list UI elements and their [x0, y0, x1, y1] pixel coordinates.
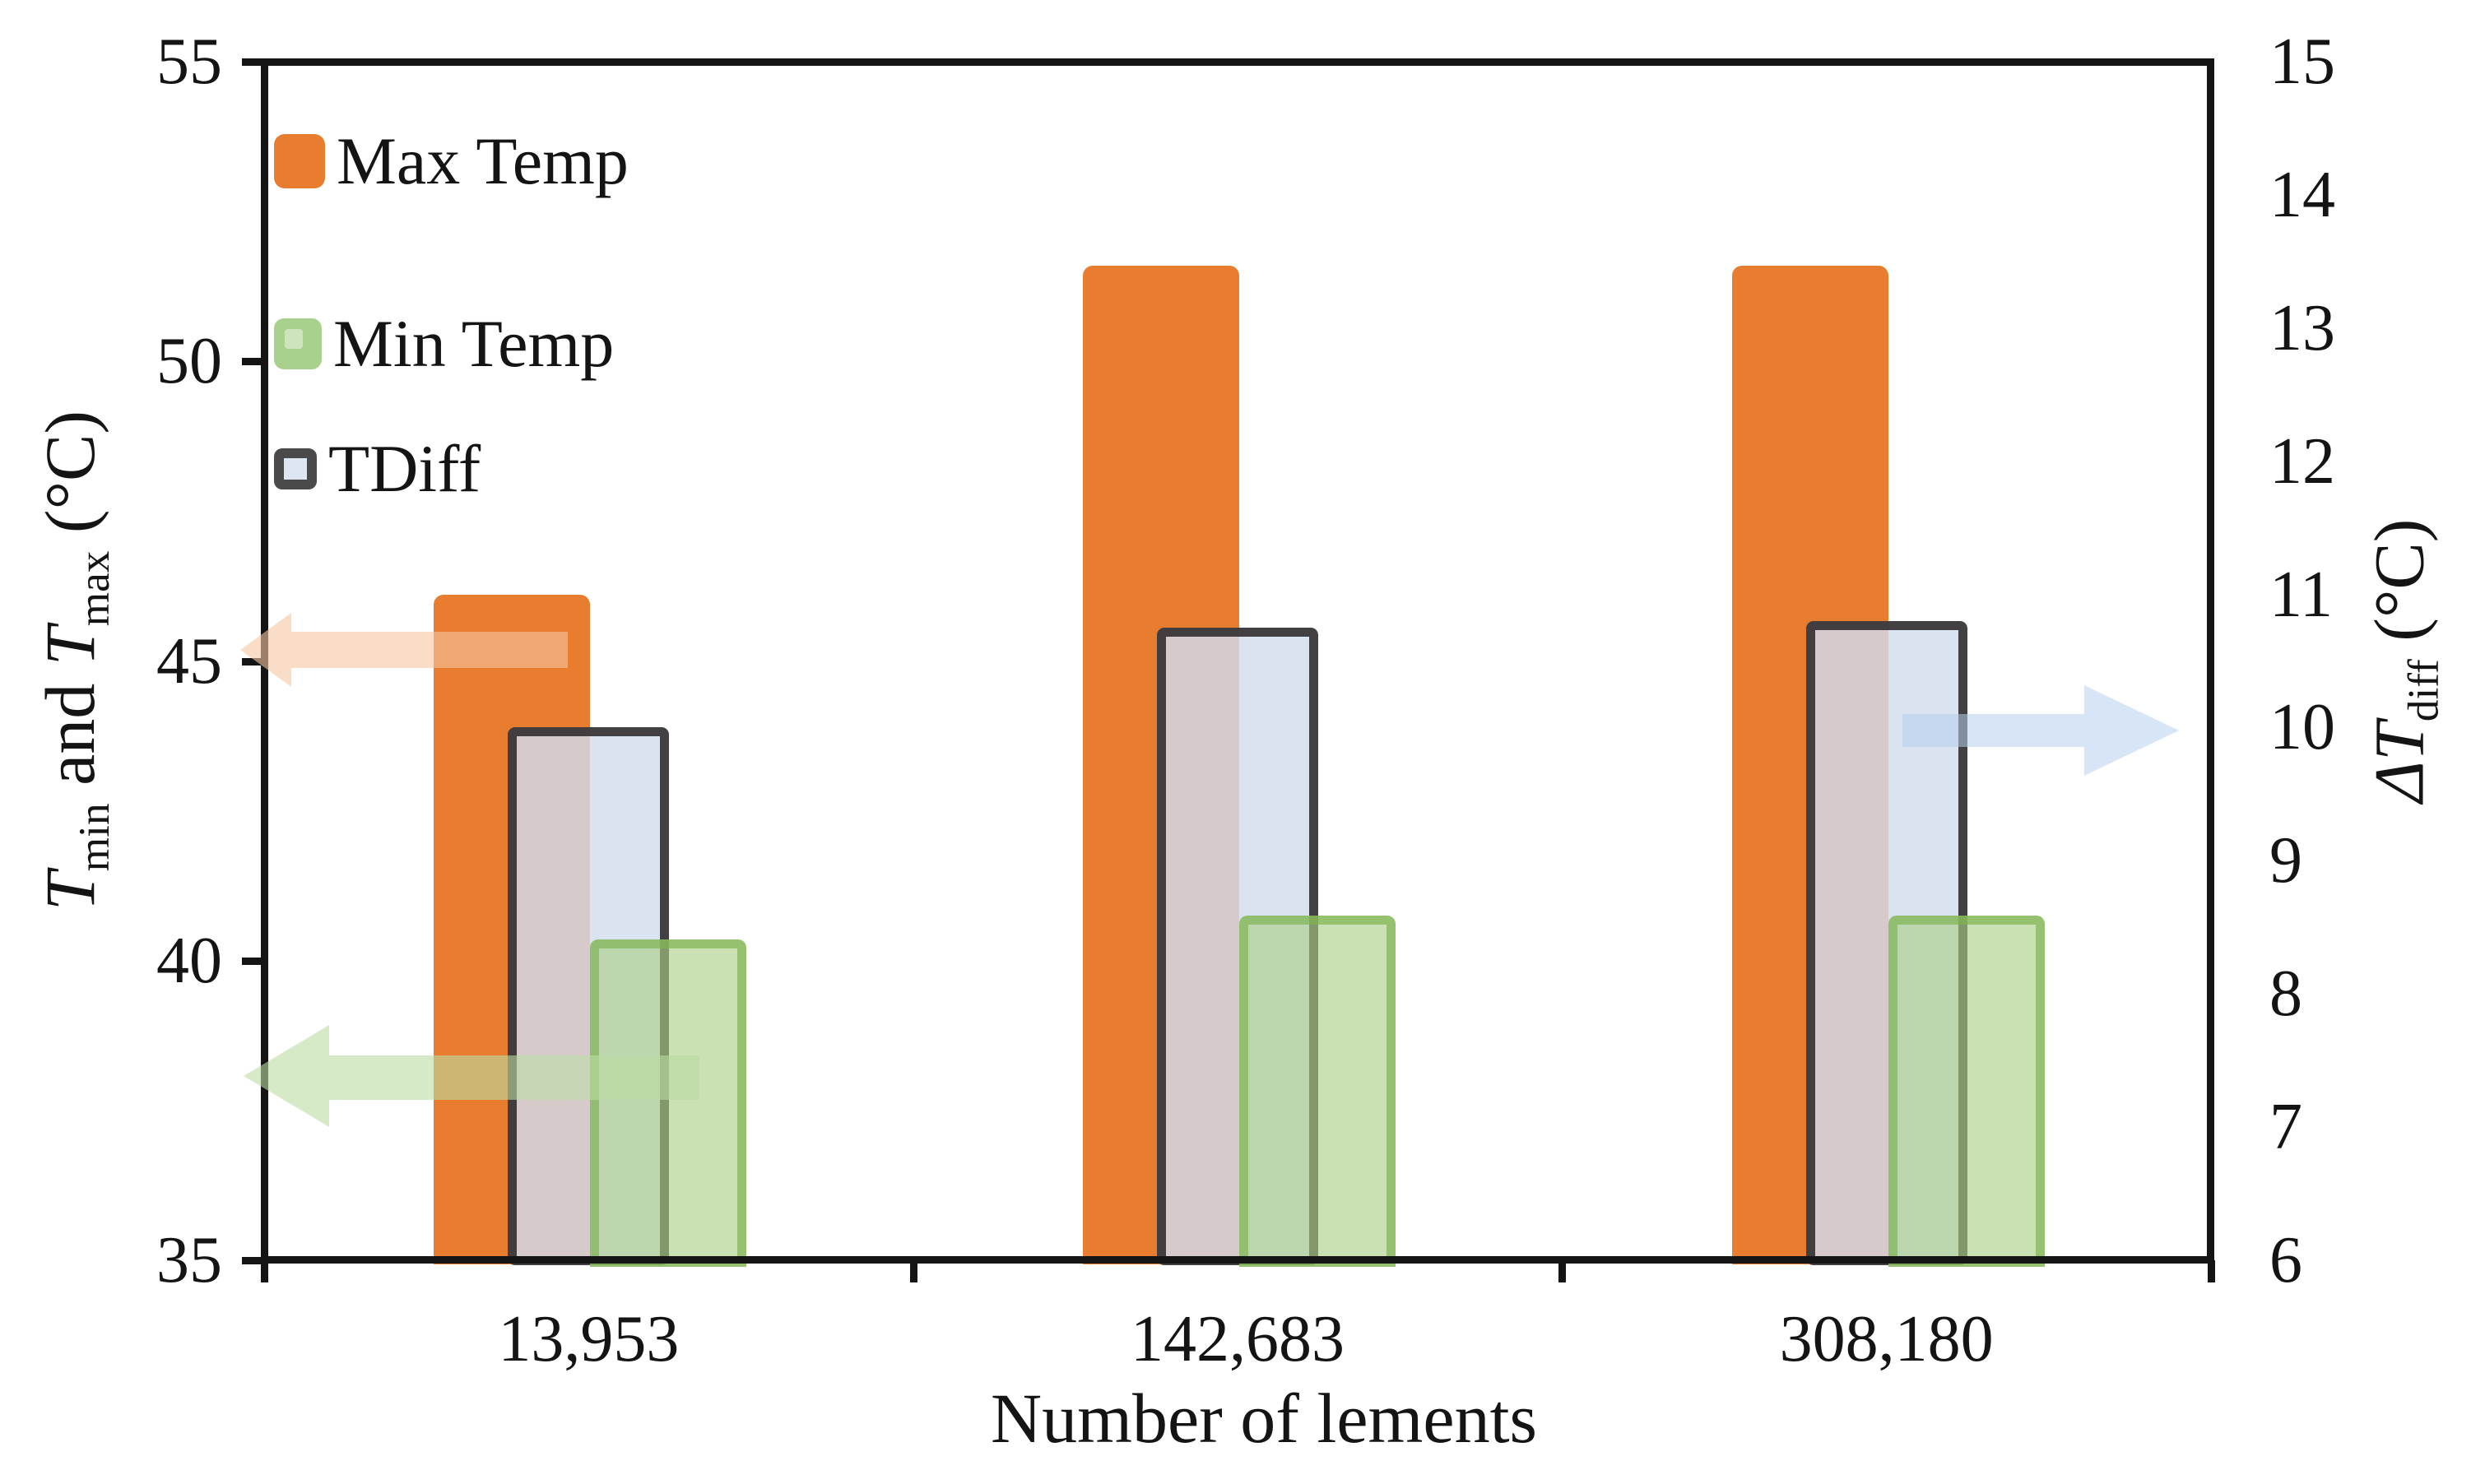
left-axis-tick: [242, 58, 264, 66]
x-category-label: 142,683: [1131, 1303, 1345, 1375]
x-category-label: 308,180: [1779, 1303, 1994, 1375]
min-temp-swatch-icon: [274, 318, 322, 369]
left-axis-tick-label: 35: [156, 1224, 222, 1296]
right-axis-tick-label: 12: [2269, 424, 2335, 498]
right-axis-tick-label: 7: [2269, 1091, 2302, 1164]
x-category-label: 13,953: [498, 1303, 680, 1375]
left-axis-title-T1: T: [30, 871, 109, 911]
right-axis-tick-label: 10: [2269, 691, 2335, 764]
left-axis-title-sub-max: max: [69, 550, 119, 627]
max-temp-swatch-icon: [274, 134, 325, 188]
max-temp-left-arrow-icon: [240, 613, 568, 687]
x-axis-tick: [2208, 1260, 2215, 1282]
right-axis-title: ΔTdiff (°C): [2337, 62, 2469, 1260]
left-axis-tick-label: 45: [156, 624, 222, 698]
left-axis-title-T2: T: [30, 626, 109, 666]
left-axis-tick: [242, 1257, 264, 1264]
right-axis-tick-label: 8: [2269, 958, 2302, 1031]
legend-item-min-temp: Min Temp: [274, 305, 614, 383]
bar-min-temp: [590, 939, 747, 1267]
right-axis-title-dT: ΔT: [2358, 721, 2438, 803]
right-axis-tick-label: 6: [2269, 1224, 2302, 1296]
legend-label: TDiff: [328, 431, 481, 506]
left-axis-title-sub-min: min: [69, 803, 119, 872]
tdiff-swatch-icon: [274, 448, 317, 489]
left-axis-title-and: and: [30, 665, 109, 804]
legend-item-tdiff: TDiff: [274, 430, 481, 508]
x-axis-tick: [1558, 1260, 1567, 1282]
min-temp-swatch-highlight: [285, 329, 303, 349]
legend-item-max-temp: Max Temp: [274, 123, 629, 200]
x-axis-tick: [909, 1260, 917, 1282]
right-axis-title-sub-diff: diff: [2398, 659, 2448, 722]
left-axis-tick-label: 55: [156, 26, 222, 98]
left-axis-tick-label: 50: [156, 325, 222, 398]
legend-label: Max Temp: [337, 123, 629, 198]
left-axis-tick: [242, 657, 264, 665]
x-axis-tick: [261, 1260, 268, 1282]
x-axis-title: Number of lements: [991, 1379, 1537, 1458]
right-axis-tick-label: 15: [2269, 26, 2335, 98]
right-axis-tick-label: 11: [2269, 558, 2334, 631]
left-axis-title-unit: (°C): [30, 410, 109, 551]
right-axis-tick-label: 14: [2269, 158, 2335, 231]
bar-min-temp: [1888, 916, 2045, 1267]
tdiff-right-arrow-icon: [1902, 685, 2179, 776]
right-axis-tick-label: 9: [2269, 824, 2302, 897]
right-axis-tick-label: 13: [2269, 291, 2335, 364]
right-axis-title-unit: (°C): [2358, 519, 2438, 660]
legend-label: Min Temp: [333, 306, 615, 381]
left-axis-tick: [242, 358, 264, 366]
left-axis-tick-label: 40: [156, 924, 222, 997]
left-axis-title: Tmin and Tmax (°C): [8, 62, 140, 1260]
min-temp-left-arrow-icon: [244, 1025, 699, 1127]
left-axis-tick: [242, 957, 264, 965]
